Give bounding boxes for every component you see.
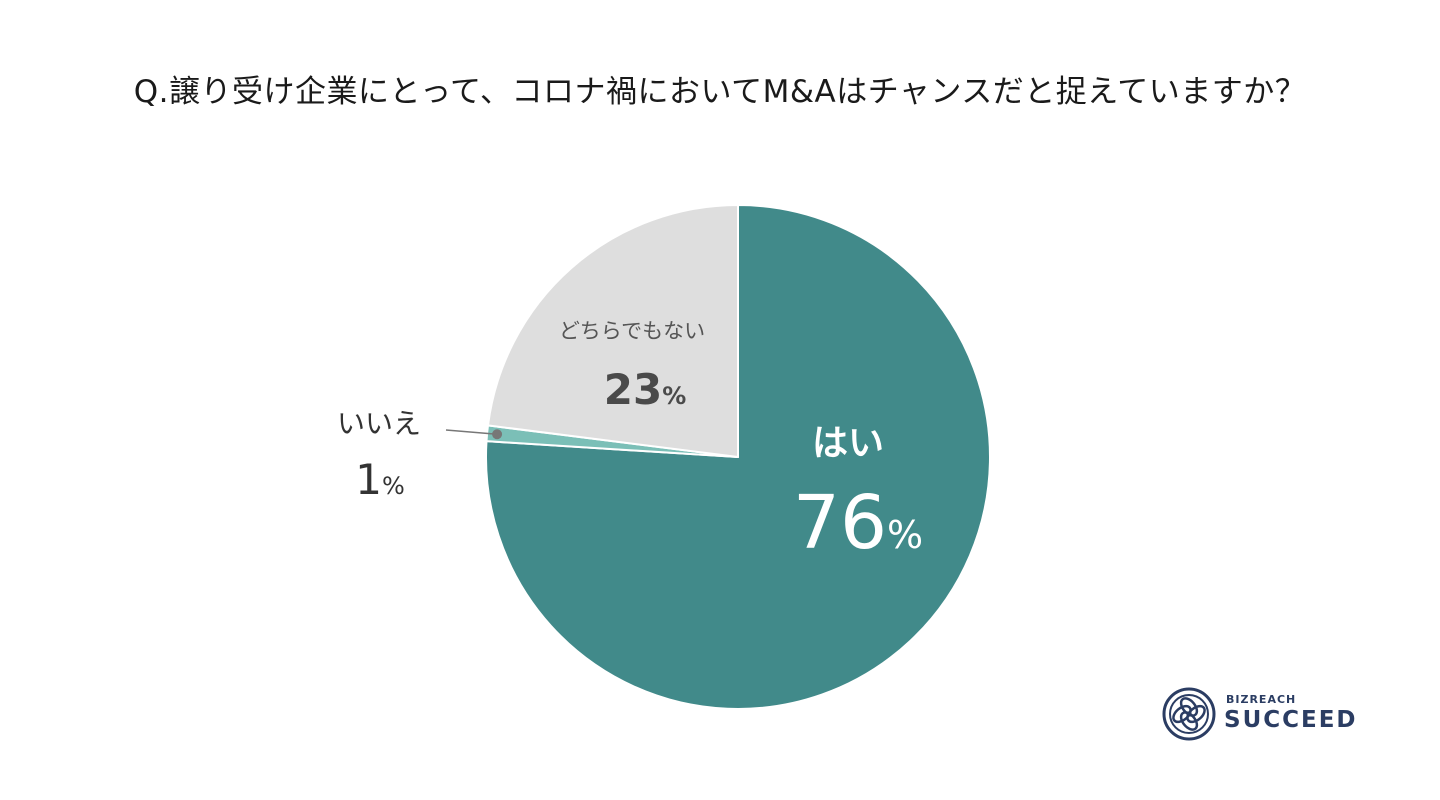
logo-brand-top: BIZREACH xyxy=(1226,693,1297,706)
leader-line-iie xyxy=(445,429,498,435)
bizreach-succeed-logo: BIZREACH SUCCEED xyxy=(1160,684,1390,744)
pie-slice-2 xyxy=(486,204,739,458)
slice-value-dochira: 23% xyxy=(604,365,687,414)
chart-title: Q.譲り受け企業にとって、コロナ禍においてM&Aはチャンスだと捉えていますか？ xyxy=(133,74,1307,110)
slice-label-dochira: どちらでもない xyxy=(559,319,705,343)
slice-value-hai: 76% xyxy=(793,480,923,566)
logo-brand-main: SUCCEED xyxy=(1224,707,1358,733)
slice-value-iie: 1% xyxy=(355,455,405,504)
slice-label-hai: はい xyxy=(812,423,884,464)
logo-emblem-icon xyxy=(1162,687,1216,741)
slice-label-iie: いいえ xyxy=(337,407,421,440)
leader-dot-iie xyxy=(492,429,503,440)
